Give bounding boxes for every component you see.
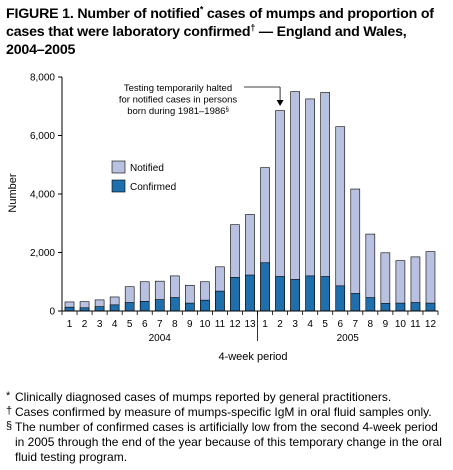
year-label: 2005 [337,333,360,344]
year-label: 2004 [149,333,172,344]
x-tick-label: 5 [322,319,328,330]
bar-confirmed [124,302,135,312]
bar-confirmed [154,299,165,312]
bar-notified [380,252,391,312]
annotation-mark: § [225,107,228,113]
bar-confirmed [395,302,406,312]
bar-confirmed [380,303,391,312]
bar-confirmed [305,275,315,312]
bar-confirmed [109,304,120,312]
figure-title: FIGURE 1. Number of notified* cases of m… [6,5,446,59]
annotation-line: born during 1981–1986§ [127,106,229,117]
bar-confirmed [320,276,331,312]
title-part-3: — England and Wales, 2004–2005 [6,24,407,58]
legend-label: Confirmed [130,182,176,193]
bar-notified [290,91,300,312]
x-tick-label: 12 [425,319,437,330]
annotation-arrowhead [276,100,284,106]
bar-confirmed [215,290,225,312]
footnote-mark-2: † [6,405,13,417]
footnote-mark-3: § [6,420,13,432]
x-tick-label: 11 [410,319,421,330]
bar-confirmed [290,279,300,312]
x-tick-label: 4 [307,319,313,330]
footnotes: * Clinically diagnosed cases of mumps rep… [6,390,448,465]
bar-confirmed [64,306,75,312]
annotation-line: Testing temporarily halted [124,83,232,94]
footnote-text-2: Cases confirmed by measure of mumps-spec… [15,405,432,419]
x-tick-label: 7 [352,319,358,330]
x-tick-label: 4 [112,319,118,330]
bar-confirmed [350,293,361,312]
y-tick-label: 8,000 [30,73,55,84]
bar-notified [350,188,361,312]
bar-confirmed [365,297,376,312]
bar-confirmed [260,262,270,312]
y-tick-label: 0 [49,307,55,318]
x-tick-label: 1 [67,319,73,330]
legend-swatch [111,179,126,193]
bars-group [64,91,436,312]
bar-notified [425,251,436,312]
x-tick-label: 9 [383,319,389,330]
x-tick-label: 10 [199,319,211,330]
x-tick-label: 1 [262,319,268,330]
y-tick-label: 4,000 [30,190,55,201]
y-tick-label: 2,000 [30,248,55,259]
title-mark-1: * [199,4,204,15]
x-tick-label: 2 [277,319,283,330]
bar-notified [335,126,346,312]
footnote-text-3: The number of confirmed cases is artific… [15,420,442,464]
y-axis-label: Number [7,173,19,212]
x-tick-label: 9 [187,319,193,330]
footnote-mark-1: * [6,390,11,402]
footnote-3: § The number of confirmed cases is artifi… [6,420,448,465]
x-tick-label: 5 [127,319,133,330]
x-tick-label: 8 [172,319,178,330]
bar-confirmed [139,301,150,312]
legend-label: Notified [130,163,164,174]
footnote-2: † Cases confirmed by measure of mumps-spe… [6,405,448,420]
y-tick-label: 6,000 [30,131,55,142]
bar-confirmed [185,302,195,312]
footnote-1: * Clinically diagnosed cases of mumps rep… [6,390,448,405]
x-tick-label: 13 [244,319,256,330]
bar-confirmed [170,297,180,312]
x-tick-label: 11 [215,319,226,330]
x-tick-label: 2 [82,319,88,330]
title-mark-2: † [250,22,256,33]
x-tick-label: 7 [157,319,163,330]
x-axis-label: 4-week period [218,351,287,363]
bar-confirmed [410,302,421,312]
bar-confirmed [94,306,105,312]
x-tick-label: 6 [337,319,343,330]
bar-confirmed [335,285,346,312]
x-tick-label: 8 [368,319,374,330]
legend-swatch [111,160,126,174]
footnote-text-1: Clinically diagnosed cases of mumps repo… [15,390,392,404]
bar-confirmed [245,274,255,312]
bar-confirmed [275,276,285,312]
legend: Notified Confirmed [111,160,176,193]
title-part-1: FIGURE 1. Number of notified [6,6,200,22]
annotation-line: for notified cases in persons [119,95,238,106]
title-part-2: cases of mumps and proportion of cases t… [6,6,434,40]
x-tick-label: 6 [142,319,148,330]
bar-confirmed [425,302,436,312]
x-tick-label: 3 [292,319,298,330]
x-tick-label: 12 [229,319,241,330]
x-tick-label: 3 [97,319,103,330]
x-tick-label: 10 [395,319,407,330]
bar-confirmed [230,277,240,312]
bar-confirmed [200,299,210,312]
